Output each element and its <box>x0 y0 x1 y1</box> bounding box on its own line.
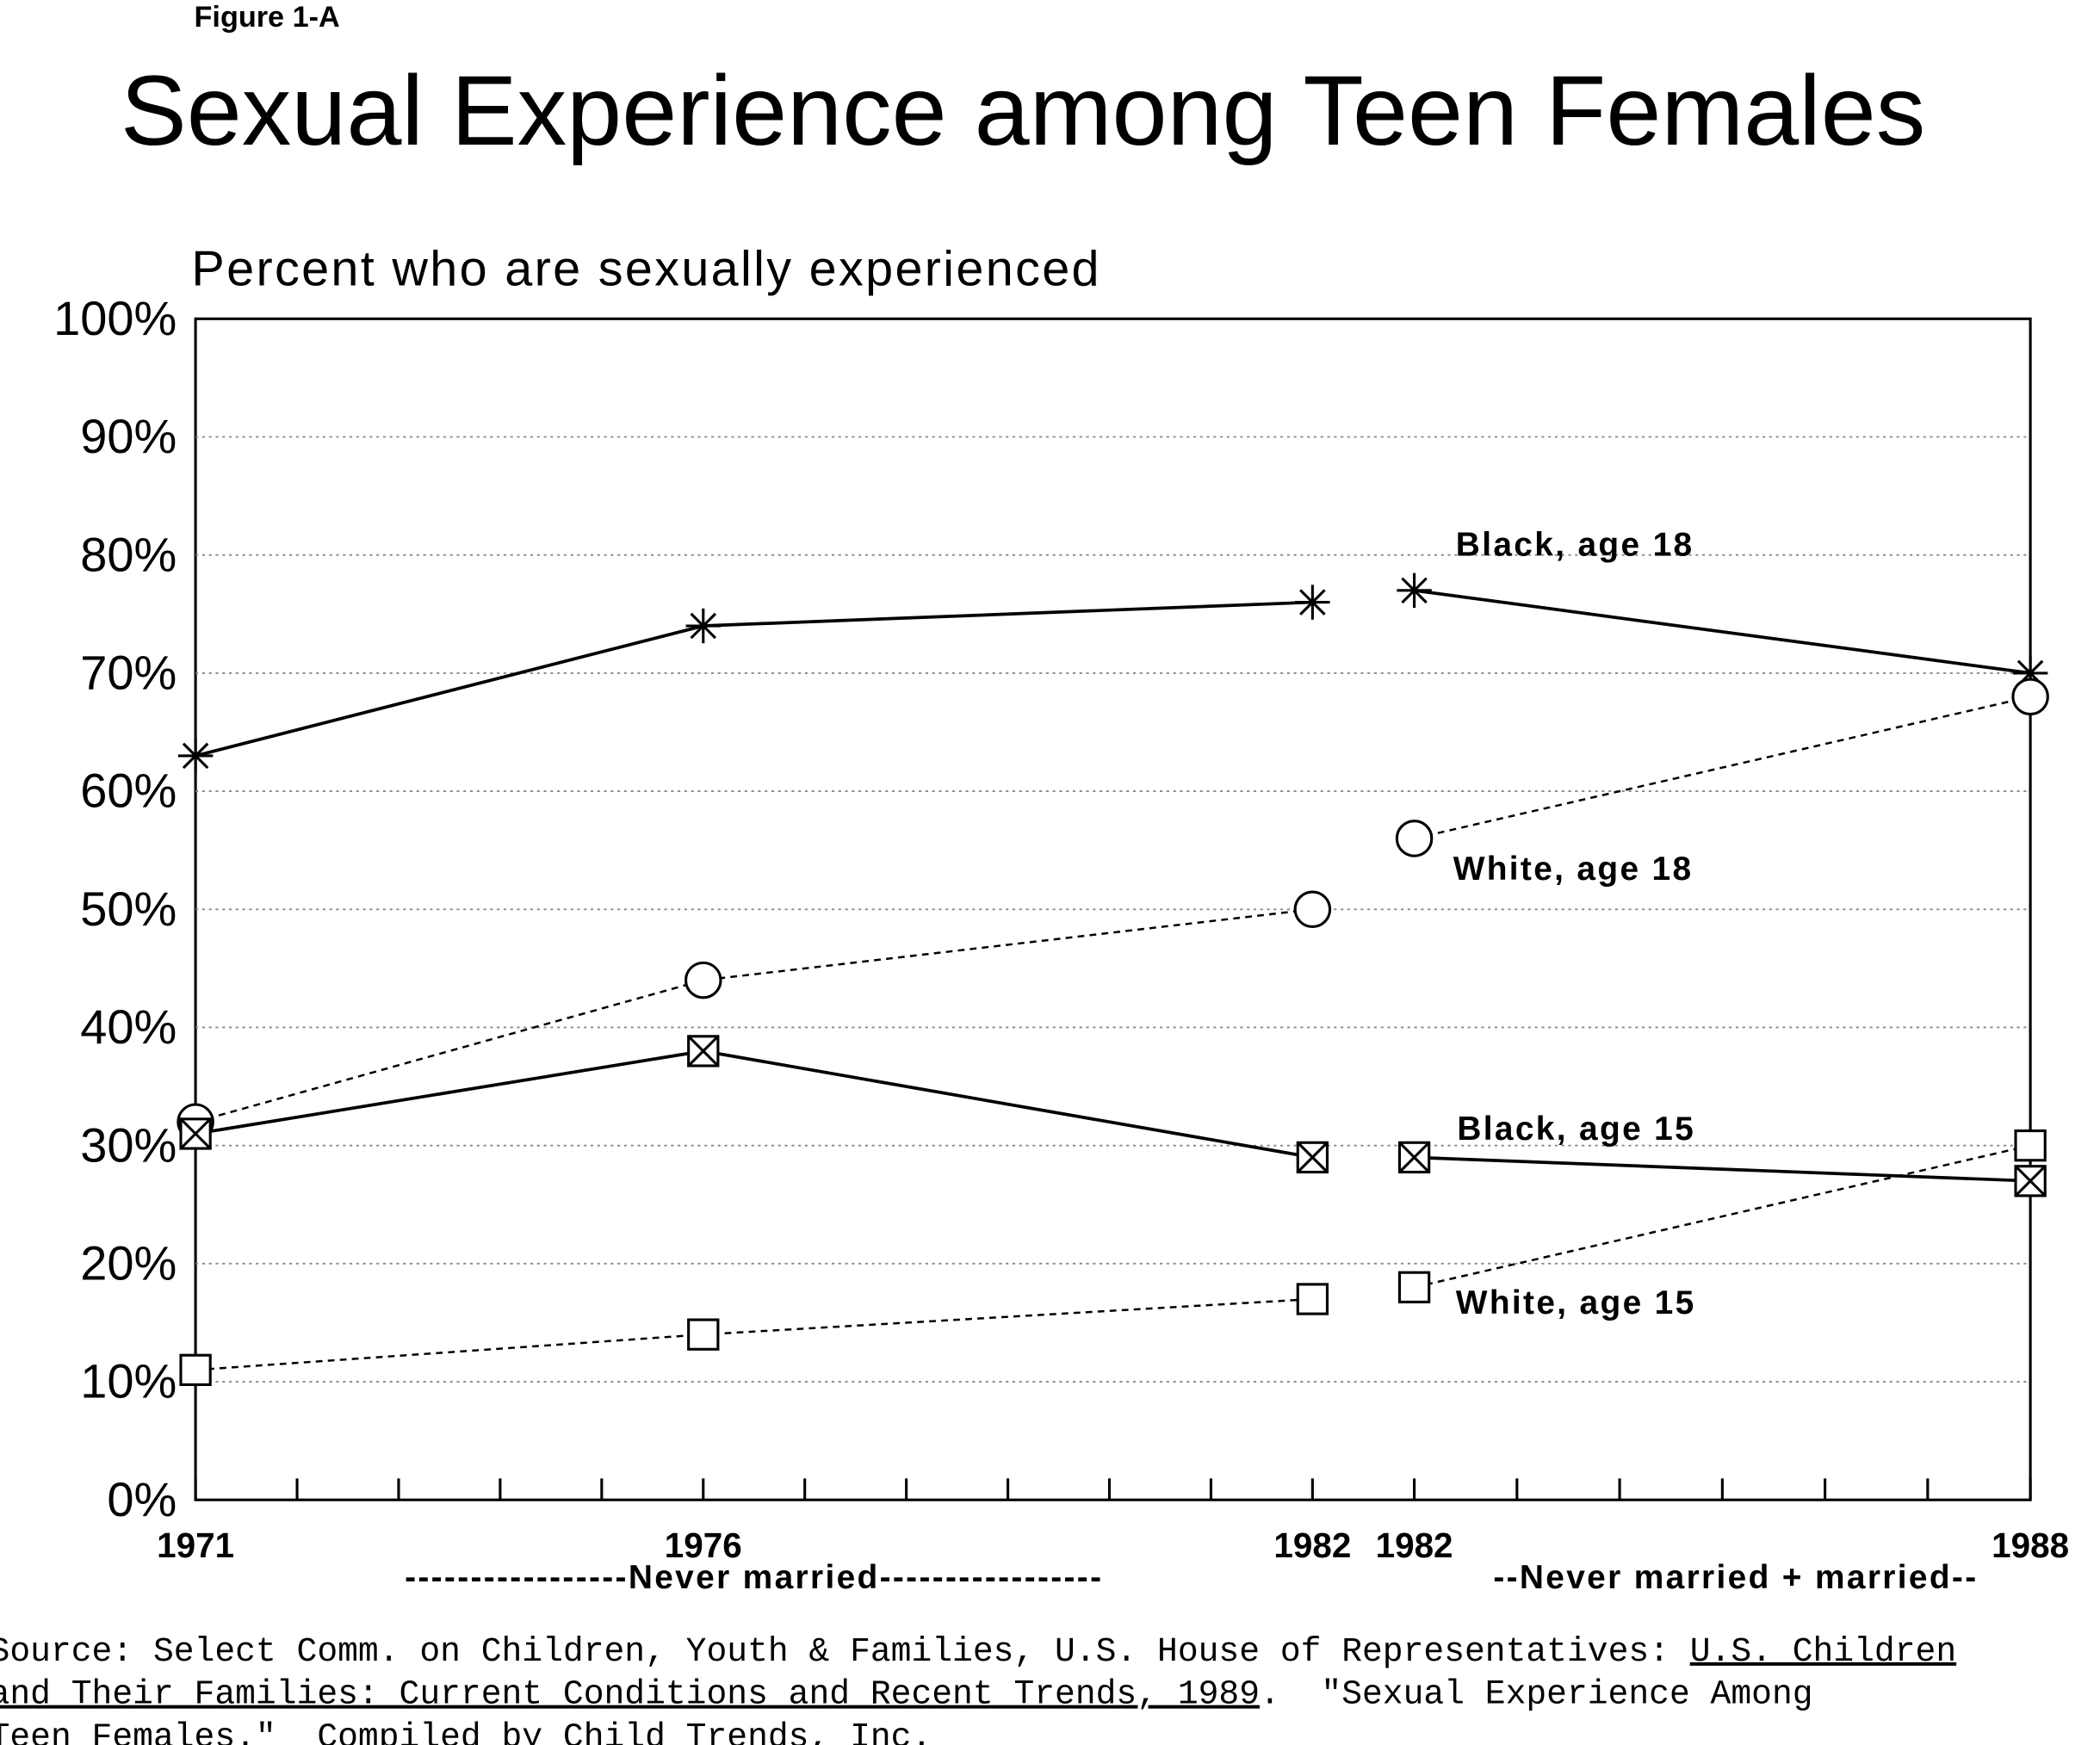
marker-part <box>179 1117 212 1150</box>
marker-part <box>1297 1142 1329 1173</box>
source-text: . "Sexual Experience Among <box>1260 1675 1813 1714</box>
data-point <box>2014 1165 2047 1197</box>
y-tick-label: 60% <box>80 764 177 818</box>
data-point <box>179 1117 212 1150</box>
y-tick-label: 100% <box>53 291 177 345</box>
marker-part <box>1398 1142 1430 1173</box>
series-label: Black, age 18 <box>1456 527 1694 564</box>
data-point <box>2014 1129 2047 1162</box>
data-point <box>687 1318 720 1351</box>
data-point <box>1397 572 1432 609</box>
source-line: Teen Females." Compiled by Child Trends,… <box>0 1717 932 1745</box>
data-point <box>1395 820 1434 857</box>
data-point <box>1296 1283 1329 1315</box>
chart-subtitle: Percent who are sexually experienced <box>191 241 1100 296</box>
series-line <box>195 1049 1313 1160</box>
series-line <box>1414 1144 2031 1289</box>
x-caption: --Never married + married-- <box>1493 1559 1978 1596</box>
data-point <box>179 1353 212 1386</box>
marker-part <box>684 961 722 999</box>
y-tick-label: 30% <box>80 1117 177 1172</box>
data-point <box>1397 1271 1431 1303</box>
marker-part <box>1293 890 1332 929</box>
marker-part <box>1401 577 1428 604</box>
source-text: and Their Families: Current Conditions a… <box>0 1675 1260 1714</box>
x-tick-label: 1982 <box>1376 1525 1453 1565</box>
source-text: Teen Females." Compiled by Child Trends,… <box>0 1717 932 1745</box>
y-tick-label: 80% <box>80 527 177 581</box>
marker-part <box>1397 1271 1431 1303</box>
series-line <box>195 600 1313 758</box>
series-line <box>1414 589 2031 675</box>
data-point <box>1397 1141 1431 1174</box>
series-line <box>195 1297 1313 1371</box>
series-label: White, age 18 <box>1453 851 1694 888</box>
figure-label: Figure 1-A <box>195 1 340 34</box>
chart-title: Sexual Experience among Teen Females <box>121 56 1925 166</box>
marker-part <box>690 612 717 640</box>
x-tick-label: 1971 <box>157 1525 234 1565</box>
marker-part <box>2014 1165 2047 1197</box>
data-point <box>685 608 721 644</box>
marker-part <box>179 1353 212 1386</box>
y-tick-label: 0% <box>107 1472 177 1526</box>
y-tick-label: 70% <box>80 646 177 700</box>
y-tick-label: 90% <box>80 409 177 463</box>
series-label: Black, age 15 <box>1457 1111 1695 1148</box>
y-tick-label: 10% <box>80 1354 177 1408</box>
series-line <box>1414 696 2031 840</box>
y-tick-label: 50% <box>80 882 177 936</box>
x-tick-label: 1988 <box>1992 1525 2069 1565</box>
data-point <box>1295 585 1330 620</box>
source-text: U.S. Children <box>1690 1632 1956 1671</box>
source-line: Source: Select Comm. on Children, Youth … <box>0 1632 1956 1671</box>
marker-part <box>1296 1283 1329 1315</box>
data-point <box>177 738 214 774</box>
marker-part <box>1299 589 1326 616</box>
marker-part <box>182 742 209 770</box>
marker-part <box>687 1035 719 1067</box>
data-point <box>1296 1141 1329 1174</box>
x-tick-label: 1982 <box>1273 1525 1351 1565</box>
data-point <box>1293 890 1332 929</box>
data-point <box>2011 678 2049 716</box>
marker-part <box>1395 820 1434 857</box>
data-point <box>684 961 722 999</box>
marker-part <box>2014 1129 2047 1162</box>
marker-part <box>2011 678 2049 716</box>
series-label: White, age 15 <box>1456 1284 1696 1321</box>
y-tick-label: 40% <box>80 999 177 1054</box>
source-text: Source: Select Comm. on Children, Youth … <box>0 1632 1690 1671</box>
data-point <box>687 1035 720 1067</box>
y-tick-label: 20% <box>80 1236 177 1290</box>
marker-part <box>687 1318 720 1351</box>
series-line <box>195 908 1313 1123</box>
x-caption: -----------------Never married----------… <box>405 1559 1103 1596</box>
x-tick-label: 1976 <box>665 1525 742 1565</box>
series-line <box>1414 1155 2031 1183</box>
source-line: and Their Families: Current Conditions a… <box>0 1675 1813 1714</box>
